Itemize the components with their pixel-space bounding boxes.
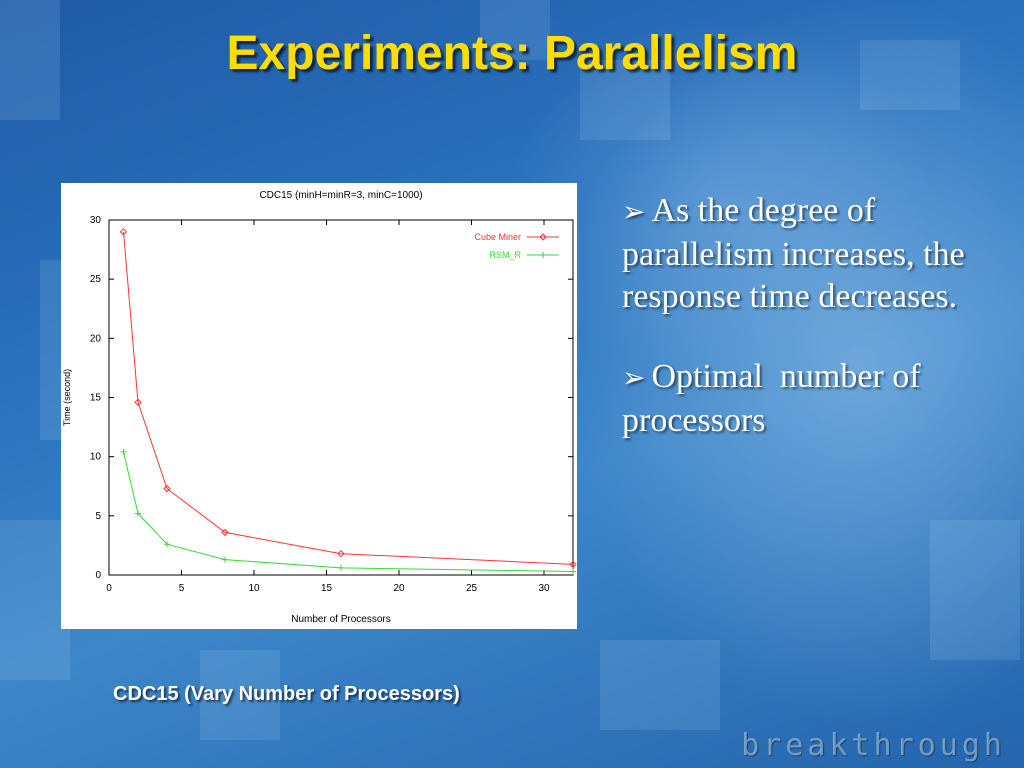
- x-tick-label: 0: [106, 583, 112, 594]
- y-tick-label: 15: [90, 393, 102, 404]
- legend-label: Cube Miner: [474, 232, 521, 242]
- data-point-rsm-r: [222, 556, 228, 563]
- data-point-cube-miner: [539, 233, 547, 241]
- y-tick-label: 0: [95, 570, 101, 581]
- x-tick-label: 5: [179, 583, 185, 594]
- series-line-rsm-r: [123, 451, 574, 572]
- y-axis-label: Time (second): [62, 369, 72, 426]
- x-tick-label: 15: [321, 583, 333, 594]
- series-line-cube-miner: [123, 231, 574, 565]
- data-point-rsm-r: [120, 448, 127, 455]
- legend-label: RSM_R: [489, 250, 521, 260]
- data-point-cube-miner: [134, 398, 142, 406]
- y-tick-label: 10: [90, 452, 102, 463]
- x-axis-label: Number of Processors: [291, 614, 390, 625]
- chart-panel: CDC15 (minH=minR=3, minC=1000) 0 5 10 15 20 25…: [61, 183, 577, 629]
- bullet-item: ➢ As the degree of parallelism increases,…: [622, 190, 1002, 318]
- x-tick-label: 20: [393, 583, 405, 594]
- x-tick-label: 25: [466, 583, 478, 594]
- bullet-list: ➢ As the degree of parallelism increases,…: [622, 190, 1002, 480]
- y-tick-label: 5: [95, 511, 101, 522]
- bullet-text: As the degree of parallelism increases, …: [622, 192, 965, 315]
- data-point-cube-miner: [337, 549, 345, 558]
- data-point-cube-miner: [119, 228, 128, 236]
- data-point-cube-miner: [569, 560, 577, 569]
- chart-caption: CDC15 (Vary Number of Processors): [113, 683, 460, 705]
- data-point-rsm-r: [570, 568, 576, 575]
- brand-logo: breakthrough: [741, 728, 1006, 763]
- bullet-text: Optimal number of processors: [622, 358, 930, 439]
- x-tick-label: 30: [538, 583, 550, 594]
- arrow-bullet-icon: ➢: [622, 197, 646, 228]
- chart-title: CDC15 (minH=minR=3, minC=1000): [259, 190, 422, 201]
- arrow-bullet-icon: ➢: [622, 363, 646, 394]
- line-chart: CDC15 (minH=minR=3, minC=1000) 0 5 10 15 20 25…: [62, 190, 577, 625]
- bullet-item: ➢ Optimal number of processors: [622, 356, 1002, 442]
- slide-title: Experiments: Parallelism: [226, 27, 798, 80]
- data-point-rsm-r: [164, 541, 170, 548]
- data-point-rsm-r: [540, 252, 546, 258]
- plot-frame: [108, 219, 574, 576]
- data-point-cube-miner: [163, 484, 171, 493]
- y-tick-label: 20: [90, 333, 102, 344]
- x-tick-label: 10: [248, 583, 260, 594]
- data-point-rsm-r: [135, 510, 141, 517]
- y-tick-label: 30: [90, 215, 102, 226]
- data-point-rsm-r: [338, 564, 344, 571]
- y-tick-label: 25: [90, 274, 102, 285]
- data-point-cube-miner: [221, 528, 229, 537]
